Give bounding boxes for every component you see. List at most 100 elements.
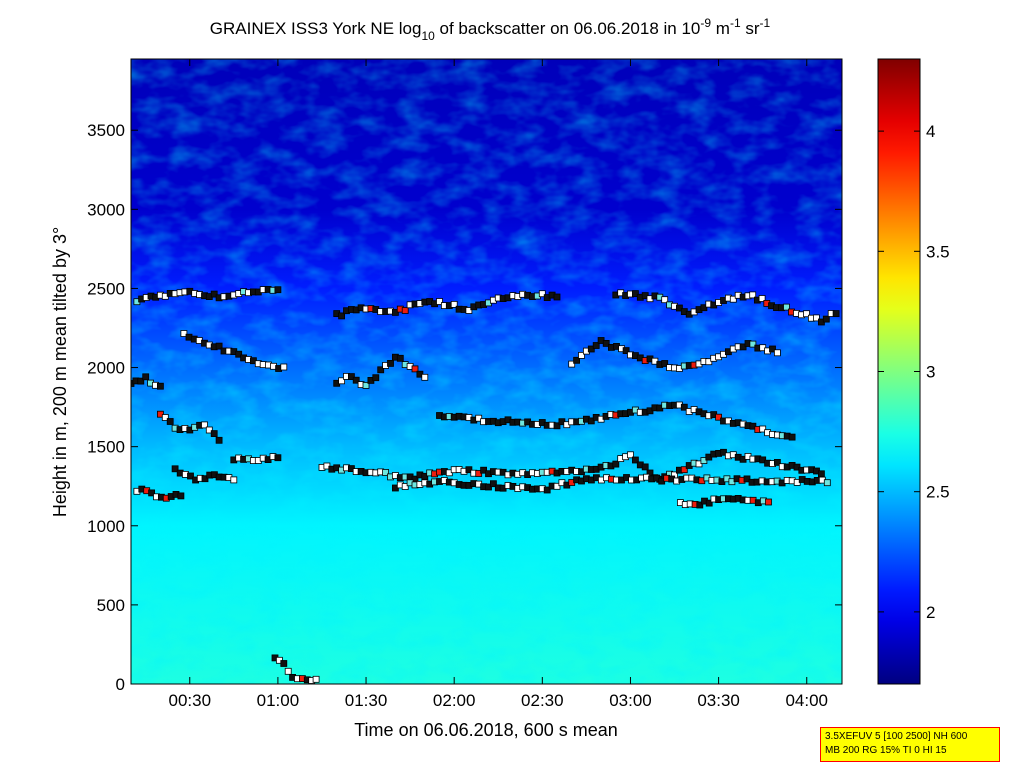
colorbar-tick-label: 3	[926, 363, 935, 382]
layer-marker	[436, 298, 443, 305]
layer-marker	[148, 489, 156, 497]
layer-marker	[347, 373, 355, 381]
layer-marker	[137, 377, 145, 385]
plot-area	[131, 59, 842, 684]
layer-marker	[180, 330, 188, 337]
layer-marker	[680, 403, 688, 411]
layer-marker	[720, 448, 727, 456]
marker-layer-1950-mid	[333, 353, 429, 389]
x-tick-label: 01:00	[257, 691, 300, 710]
layer-marker	[641, 463, 649, 471]
y-tick-label: 1500	[87, 438, 125, 457]
layer-marker	[396, 354, 404, 362]
y-tick-label: 2500	[87, 279, 125, 298]
stamp-line-1: 3.5XEFUV 5 [100 2500] NH 600	[825, 731, 968, 742]
chart-title: GRAINEX ISS3 York NE log10 of backscatte…	[210, 16, 771, 43]
colorbar-tick-label: 2.5	[926, 483, 950, 502]
layer-marker	[465, 466, 473, 474]
layer-marker	[274, 454, 282, 462]
layer-marker	[421, 373, 429, 381]
layer-marker	[372, 374, 380, 382]
marker-layer-1300	[171, 465, 238, 484]
layer-marker	[749, 291, 757, 299]
layer-marker	[680, 466, 688, 474]
layer-marker	[759, 425, 767, 433]
layer-markers	[131, 285, 840, 684]
layer-marker	[338, 377, 346, 385]
processing-parameters-stamp: 3.5XEFUV 5 [100 2500] NH 600 MB 200 RG 1…	[820, 727, 1000, 762]
layer-marker	[823, 479, 831, 487]
layer-marker	[832, 310, 840, 318]
layer-marker	[235, 350, 243, 358]
layer-marker	[230, 476, 238, 484]
layer-marker	[205, 426, 213, 434]
layer-marker	[480, 466, 488, 474]
layer-marker	[627, 451, 634, 459]
layer-marker	[632, 290, 639, 298]
layer-marker	[274, 286, 282, 294]
layer-marker	[280, 363, 288, 371]
layer-marker	[489, 480, 497, 488]
layer-marker	[587, 345, 595, 353]
layer-marker	[215, 342, 223, 350]
colorbar-tick-label: 4	[926, 122, 935, 141]
layer-marker	[602, 339, 610, 347]
layer-marker	[769, 345, 776, 353]
y-axis-label: Height in m, 200 m mean tilted by 3°	[50, 227, 70, 517]
layer-marker	[553, 482, 561, 490]
layer-marker	[161, 414, 169, 421]
y-tick-label: 3000	[87, 200, 125, 219]
layer-marker	[171, 465, 179, 473]
layer-marker	[156, 382, 164, 390]
marker-layer-1680	[436, 401, 796, 441]
layer-marker	[729, 295, 737, 303]
layer-marker	[813, 314, 820, 322]
layer-marker	[715, 413, 722, 421]
y-tick-label: 1000	[87, 517, 125, 536]
marker-layer-low	[271, 654, 320, 684]
layer-marker	[578, 351, 585, 359]
layer-marker	[401, 483, 409, 490]
layer-marker	[612, 460, 620, 468]
layer-marker	[758, 295, 766, 302]
x-tick-label: 01:30	[345, 691, 388, 710]
layer-marker	[166, 418, 174, 425]
layer-marker	[538, 290, 546, 298]
layer-marker	[803, 310, 810, 318]
layer-marker	[774, 349, 781, 357]
layer-marker	[210, 430, 218, 438]
y-axis: 0 500 1000 1500 2000 2500 3000 3500	[87, 121, 842, 694]
layer-marker	[382, 469, 390, 476]
plot-frame	[130, 58, 843, 685]
layer-marker	[465, 307, 473, 314]
colorbar-tick-label: 2	[926, 603, 935, 622]
layer-marker	[142, 373, 150, 381]
x-tick-label: 02:00	[433, 691, 476, 710]
layer-marker	[568, 360, 576, 368]
layer-marker	[587, 417, 595, 425]
layer-marker	[215, 436, 223, 444]
layer-marker	[284, 667, 292, 675]
layer-marker	[783, 303, 790, 311]
layer-marker	[765, 498, 772, 506]
marker-layer-2400-mid	[333, 290, 561, 320]
backscatter-dark-patches	[131, 59, 842, 684]
layer-marker	[187, 472, 194, 480]
marker-layer-2100-late	[568, 337, 781, 372]
marker-layer-1250	[391, 473, 831, 494]
x-tick-label: 03:30	[697, 691, 740, 710]
marker-layer-1600	[156, 410, 223, 444]
layer-marker	[201, 475, 209, 483]
layer-marker	[774, 458, 781, 466]
layer-marker	[411, 365, 419, 373]
layer-marker	[338, 312, 346, 320]
layer-marker	[696, 501, 704, 509]
colorbar-tick-label: 3.5	[926, 242, 950, 261]
layer-marker	[700, 457, 708, 465]
marker-layer-1200	[133, 485, 185, 502]
layer-marker	[818, 470, 825, 478]
layer-marker	[788, 433, 796, 441]
layer-marker	[676, 304, 683, 312]
y-tick-label: 3500	[87, 121, 125, 140]
layer-marker	[553, 422, 561, 430]
